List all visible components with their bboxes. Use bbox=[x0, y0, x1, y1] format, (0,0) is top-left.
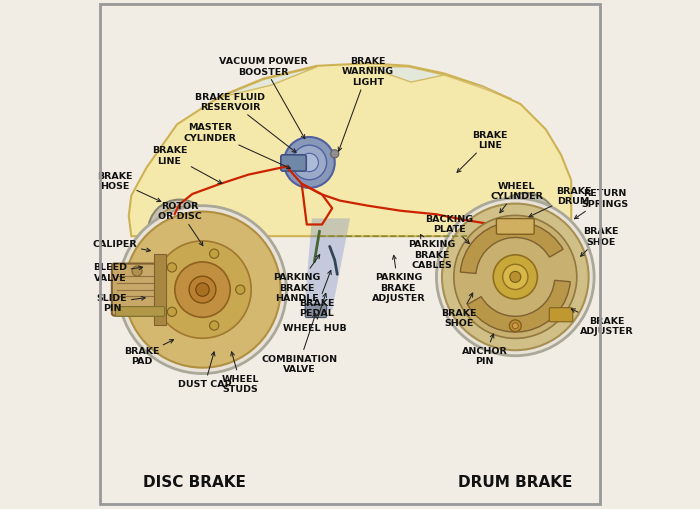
FancyBboxPatch shape bbox=[154, 255, 167, 325]
Circle shape bbox=[510, 272, 521, 283]
Polygon shape bbox=[444, 76, 512, 100]
Circle shape bbox=[209, 249, 219, 259]
Polygon shape bbox=[368, 68, 444, 83]
FancyBboxPatch shape bbox=[281, 156, 307, 172]
Circle shape bbox=[125, 212, 281, 368]
Text: SLIDE
PIN: SLIDE PIN bbox=[97, 293, 145, 313]
Text: PARKING
BRAKE
CABLES: PARKING BRAKE CABLES bbox=[407, 235, 455, 269]
FancyBboxPatch shape bbox=[116, 307, 164, 317]
FancyBboxPatch shape bbox=[305, 305, 327, 318]
Text: BRAKE
PAD: BRAKE PAD bbox=[124, 340, 174, 365]
Wedge shape bbox=[461, 222, 563, 274]
Text: DRUM BRAKE: DRUM BRAKE bbox=[458, 474, 573, 489]
Circle shape bbox=[503, 265, 528, 290]
Circle shape bbox=[454, 216, 577, 338]
FancyBboxPatch shape bbox=[112, 264, 166, 316]
Text: BRAKE
SHOE: BRAKE SHOE bbox=[580, 227, 618, 257]
Text: BRAKE
SHOE: BRAKE SHOE bbox=[442, 294, 477, 328]
FancyBboxPatch shape bbox=[550, 308, 573, 322]
Text: BRAKE FLUID
RESERVOIR: BRAKE FLUID RESERVOIR bbox=[195, 93, 296, 153]
Wedge shape bbox=[468, 281, 570, 332]
Text: BRAKE
PEDAL: BRAKE PEDAL bbox=[299, 271, 335, 318]
Circle shape bbox=[510, 320, 522, 332]
Polygon shape bbox=[220, 68, 317, 98]
Text: VACUUM POWER
BOOSTER: VACUUM POWER BOOSTER bbox=[219, 57, 308, 139]
Circle shape bbox=[437, 199, 594, 356]
Circle shape bbox=[501, 201, 550, 249]
Circle shape bbox=[513, 212, 538, 238]
Circle shape bbox=[442, 204, 589, 351]
Text: ROTOR
OR DISC: ROTOR OR DISC bbox=[158, 202, 203, 246]
Text: DUST CAP: DUST CAP bbox=[178, 352, 232, 388]
Circle shape bbox=[300, 154, 318, 172]
Text: DISC BRAKE: DISC BRAKE bbox=[144, 474, 246, 489]
Circle shape bbox=[196, 284, 209, 297]
Circle shape bbox=[189, 276, 216, 303]
Text: WHEEL
STUDS: WHEEL STUDS bbox=[222, 352, 260, 393]
Circle shape bbox=[494, 193, 557, 257]
Circle shape bbox=[236, 286, 245, 295]
Text: CALIPER: CALIPER bbox=[92, 240, 150, 252]
Text: PARKING
BRAKE
ADJUSTER: PARKING BRAKE ADJUSTER bbox=[372, 256, 425, 302]
Text: WHEEL HUB: WHEEL HUB bbox=[283, 294, 346, 332]
Text: BLEED
VALVE: BLEED VALVE bbox=[93, 263, 143, 282]
Circle shape bbox=[174, 227, 185, 237]
Circle shape bbox=[520, 220, 531, 230]
Text: RETURN
SPRINGS: RETURN SPRINGS bbox=[575, 189, 629, 219]
Circle shape bbox=[175, 263, 230, 318]
Text: MASTER
CYLINDER: MASTER CYLINDER bbox=[183, 123, 290, 169]
Text: COMBINATION
VALVE: COMBINATION VALVE bbox=[261, 314, 337, 373]
Circle shape bbox=[330, 151, 339, 159]
Text: BRAKE
DRUM: BRAKE DRUM bbox=[529, 186, 592, 217]
Text: PARKING
BRAKE
HANDLE: PARKING BRAKE HANDLE bbox=[273, 255, 321, 302]
Circle shape bbox=[154, 241, 251, 338]
Polygon shape bbox=[129, 64, 571, 237]
Polygon shape bbox=[304, 219, 350, 310]
Circle shape bbox=[148, 200, 211, 263]
Circle shape bbox=[494, 256, 538, 299]
FancyBboxPatch shape bbox=[496, 219, 534, 235]
Text: BRAKE
LINE: BRAKE LINE bbox=[457, 131, 508, 173]
Text: BRAKE
HOSE: BRAKE HOSE bbox=[97, 171, 161, 202]
Text: BACKING
PLATE: BACKING PLATE bbox=[425, 214, 473, 244]
Circle shape bbox=[209, 321, 219, 330]
Text: BRAKE
ADJUSTER: BRAKE ADJUSTER bbox=[571, 309, 634, 335]
Circle shape bbox=[512, 323, 518, 329]
Text: ANCHOR
PIN: ANCHOR PIN bbox=[462, 334, 507, 365]
Circle shape bbox=[167, 307, 176, 317]
Circle shape bbox=[132, 267, 142, 276]
Text: BRAKE
WARNING
LIGHT: BRAKE WARNING LIGHT bbox=[338, 57, 394, 152]
Circle shape bbox=[167, 263, 176, 272]
Circle shape bbox=[284, 138, 335, 188]
Text: WHEEL
CYLINDER: WHEEL CYLINDER bbox=[491, 181, 543, 213]
Circle shape bbox=[118, 206, 286, 374]
Text: BRAKE
LINE: BRAKE LINE bbox=[152, 146, 222, 184]
Circle shape bbox=[167, 219, 193, 244]
Circle shape bbox=[155, 207, 204, 256]
Circle shape bbox=[292, 146, 327, 180]
